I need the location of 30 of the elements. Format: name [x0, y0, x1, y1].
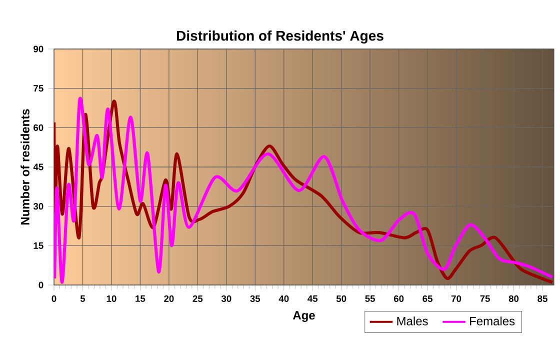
x-tick-label: 15 — [136, 295, 146, 302]
y-axis-title: Number of residents — [20, 109, 30, 225]
x-tick-label: 30 — [221, 295, 232, 302]
y-tick-label: 60 — [34, 124, 44, 131]
y-tick-label: 75 — [34, 85, 44, 92]
y-tick-label: 45 — [33, 164, 44, 170]
x-tick-label: 5 — [80, 295, 86, 302]
x-tick-label: 55 — [365, 295, 376, 302]
y-tick-label: 30 — [33, 203, 44, 210]
x-tick-label: 50 — [336, 295, 346, 302]
x-tick-label: 85 — [538, 295, 548, 302]
legend-label: Females — [470, 316, 515, 326]
x-tick-label: 60 — [394, 295, 404, 302]
x-tick-label: 20 — [164, 295, 174, 302]
x-tick-label: 10 — [106, 295, 116, 302]
legend-label: Males — [397, 316, 428, 326]
chart-title: Distribution of Residents' Ages — [176, 30, 384, 44]
x-axis-title: Age — [292, 311, 315, 322]
x-tick-label: 70 — [452, 295, 462, 302]
x-tick-label: 35 — [250, 295, 260, 302]
y-tick-label: 90 — [34, 46, 44, 52]
x-tick-label: 65 — [422, 295, 432, 302]
x-tick-label: 40 — [278, 295, 289, 302]
x-tick-label: 45 — [308, 295, 318, 302]
y-tick-label: 15 — [34, 242, 44, 249]
x-tick-label: 80 — [508, 295, 519, 302]
x-tick-label: 25 — [192, 295, 203, 302]
x-tick-label: 75 — [480, 295, 490, 302]
y-tick-label: 0 — [38, 282, 44, 288]
x-tick-label: 0 — [52, 295, 56, 302]
